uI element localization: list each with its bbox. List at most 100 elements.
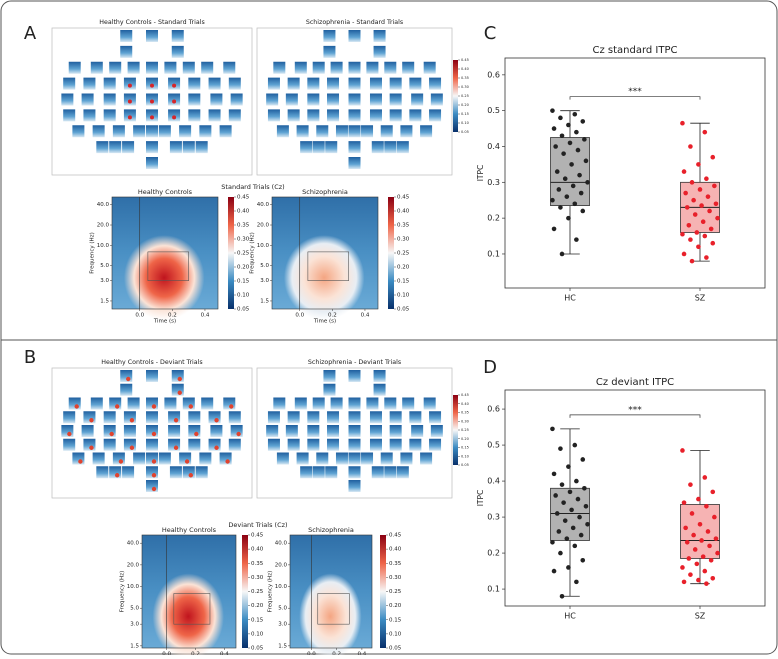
colorbar [453,395,458,465]
topo-spot [129,445,135,450]
point [700,219,706,225]
tf-title: Schizophrenia [302,188,348,196]
topo-electrode [420,452,433,465]
y-tick-label: 10.0 [257,243,270,249]
colorbar-tick-label: 0.05 [461,463,469,467]
topo-electrode [348,452,361,465]
topo-electrode [287,438,300,451]
point [559,482,565,487]
point [553,144,558,149]
topo-spot [150,99,154,104]
point [574,579,579,585]
colorbar-tick-label: 0.20 [461,437,469,441]
topo-spot [151,486,157,492]
topo-electrode [348,93,361,106]
colorbar-tick-label: 0.05 [461,130,469,134]
topo-electrode [325,466,338,479]
topo-electrode [307,438,320,451]
topo-electrode [208,411,221,424]
topo-electrode [182,397,195,410]
point [585,521,590,527]
point [705,194,711,199]
point [566,464,571,469]
point [561,500,566,505]
point [688,144,693,149]
topo-electrode [348,77,361,90]
y-tick-label: 0.2 [487,549,500,558]
point [694,561,700,567]
point [554,169,560,174]
point [551,226,557,232]
topo-electrode [188,109,201,122]
topo-title: Healthy Controls - Standard Trials [99,19,205,26]
topo-electrode [411,425,424,437]
colorbar-tick-label: 0.15 [461,112,469,116]
topo-electrode [63,411,76,424]
point [710,154,716,160]
point [683,525,688,531]
y-tick-label: 0.3 [487,178,500,187]
y-tick-label: 1.5 [100,298,109,304]
topo-electrode [158,125,171,138]
topo-electrode [423,61,436,74]
topo-electrode [158,452,171,465]
point [558,115,563,121]
y-tick-label: 20.0 [275,562,288,568]
topo-electrode [164,397,177,410]
chart-title: Cz deviant ITPC [596,377,674,388]
colorbar-tick-label: 0.10 [251,631,264,637]
colorbar-tick-label: 0.30 [461,85,469,89]
topo-electrode [171,30,184,42]
point [562,518,568,523]
point [570,183,576,189]
tf-title: Healthy Controls [162,526,217,534]
x-tick-label: 0.2 [328,313,337,319]
colorbar-tick-label: 0.20 [251,603,264,609]
x-axis-label: Time (s) [313,319,336,325]
topo-spot [115,404,120,409]
point [707,208,712,214]
topo-electrode [96,141,109,154]
colorbar-tick-label: 0.45 [251,533,264,539]
tf-roi [307,251,349,281]
point [681,579,687,585]
topo-electrode [348,157,361,169]
topo-electrode [267,109,280,122]
point [710,575,716,581]
topo-electrode [323,45,336,58]
topo-electrode [400,452,413,465]
topo-spot [127,99,132,104]
topo-electrode [182,61,195,74]
colorbar-tick-label: 0.30 [251,575,264,581]
topo-spot [214,418,219,423]
colorbar-tick-label: 0.10 [237,293,250,299]
topo-electrode [219,452,232,465]
y-tick-label: 3.0 [278,622,287,628]
point [704,176,709,182]
colorbar [453,60,458,132]
topo-electrode [169,141,182,154]
topo-electrode [373,30,386,42]
point [707,543,712,549]
topo-electrode [266,93,279,106]
topo-electrode [72,452,85,465]
y-tick-label: 0.4 [487,142,500,151]
topo-electrode [146,157,158,169]
colorbar-tick-label: 0.05 [389,646,402,652]
plot-frame [504,57,766,289]
topo-electrode [81,93,94,106]
topo-spot [89,418,94,423]
topo-electrode [188,77,201,90]
point [704,503,709,509]
topo-spot [214,445,219,450]
point [715,215,720,221]
topo-electrode [384,397,397,410]
topo-spot [115,473,120,478]
point [572,543,578,549]
point [561,151,566,156]
tf-suptitle: Deviant Trials (Cz) [228,521,287,529]
topo-electrode [103,438,116,451]
topo-electrode [366,397,379,410]
point [574,478,579,484]
topo-frame [51,367,253,499]
